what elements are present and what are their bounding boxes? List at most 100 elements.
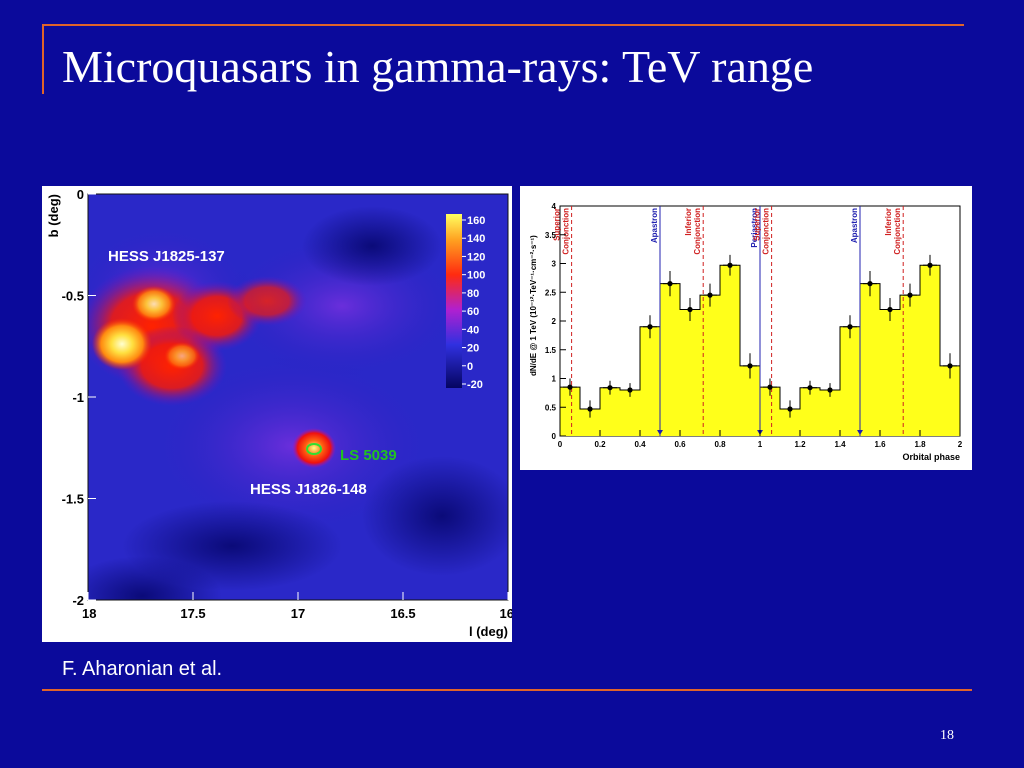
bar (580, 408, 600, 436)
y-tick-label: 0 (77, 187, 84, 202)
skymap-axes: 18 17.5 17 16.5 16 0 -0.5 -1 -1.5 -2 l (deg) b (deg… (46, 187, 514, 639)
data-point (807, 385, 813, 391)
x-tick-label: 1.8 (914, 440, 926, 449)
data-point (727, 262, 733, 268)
y-tick-label: -0.5 (62, 289, 84, 304)
y-tick-label: 0 (552, 432, 557, 441)
x-tick-label: 1.4 (834, 440, 846, 449)
y-tick-label: -1 (72, 390, 84, 405)
data-point (567, 384, 573, 390)
data-point (647, 324, 653, 330)
y-tick-label: 3 (552, 260, 557, 269)
bar (860, 283, 880, 436)
bar (720, 265, 740, 436)
x-tick-label: 16 (500, 606, 512, 621)
x-tick-label: 0.2 (594, 440, 606, 449)
x-tick-label: 18 (82, 606, 96, 621)
x-tick-label: 0.4 (634, 440, 646, 449)
y-tick-label: -2 (72, 593, 84, 608)
phase-arrow-marker (857, 430, 863, 435)
marker-superior-conjonction-label: Superior (553, 208, 562, 241)
left-rule (42, 24, 44, 94)
colorbar-tick-label: 60 (467, 306, 479, 318)
bar (840, 326, 860, 436)
data-point (767, 384, 773, 390)
ls5039-marker (306, 443, 322, 455)
marker-inferior-conjonction-label: Inferior (684, 208, 693, 236)
bar (640, 326, 660, 436)
annotation-hess-j1826-148: HESS J1826-148 (250, 481, 367, 498)
marker-inferior-conjonction-label: Conjonction (893, 208, 902, 255)
marker-inferior-conjonction-label: Conjonction (693, 208, 702, 255)
annotation-hess-j1825-137: HESS J1825-137 (108, 248, 225, 265)
phase-arrow-marker (657, 430, 663, 435)
lightcurve-panel: Superior Conjonction Apastron Inferior Conjo… (520, 186, 972, 470)
x-tick-label: 0 (558, 440, 563, 449)
x-tick-label: 0.6 (674, 440, 686, 449)
marker-inferior-conjonction-label: Inferior (884, 208, 893, 236)
y-tick-label: 1 (552, 375, 557, 384)
colorbar-tick-label: 140 (467, 233, 485, 245)
x-axis-label: Orbital phase (902, 452, 960, 462)
data-point (607, 385, 613, 391)
y-axis-label: b (deg) (46, 194, 61, 237)
bar (780, 408, 800, 436)
skymap-panel: 160 140 120 100 80 60 40 20 0 -20 18 17.5 17 16.5 16 0… (42, 186, 514, 642)
colorbar-tick-label: 0 (467, 361, 473, 373)
bar (900, 295, 920, 436)
data-point (707, 292, 713, 298)
bar (680, 309, 700, 436)
data-point (787, 406, 793, 412)
colorbar-tick-label: 80 (467, 288, 479, 300)
x-tick-label: 1.6 (874, 440, 886, 449)
data-point (867, 281, 873, 287)
top-rule (42, 24, 964, 26)
data-point (747, 363, 753, 369)
y-tick-label: 1.5 (545, 346, 557, 355)
colorbar-tick-label: 40 (467, 324, 479, 336)
marker-apastron-label: Apastron (650, 208, 659, 243)
bar (920, 265, 940, 436)
data-point (887, 306, 893, 313)
lightcurve-chart: Superior Conjonction Apastron Inferior Conjo… (529, 202, 963, 462)
y-tick-label: 4 (552, 202, 557, 211)
marker-superior-conjonction-label: Conjonction (562, 208, 571, 255)
colorbar-tick-label: 120 (467, 251, 485, 263)
bar (700, 295, 720, 436)
data-point (947, 363, 953, 369)
bar (740, 365, 760, 436)
y-tick-label: 0.5 (545, 403, 557, 412)
data-point (587, 406, 593, 412)
colorbar-tick-label: 20 (467, 343, 479, 355)
y-tick-label: 2.5 (545, 288, 557, 297)
colorbar (446, 214, 462, 388)
bar (940, 365, 960, 436)
figure-caption: F. Aharonian et al. (62, 658, 223, 680)
data-point (627, 387, 633, 393)
x-tick-label: 16.5 (390, 606, 415, 621)
x-tick-label: 1 (758, 440, 763, 449)
x-tick-label: 17 (291, 606, 305, 621)
marker-superior-conjonction-label: Superior (753, 208, 762, 241)
marker-periastron-label: Periastron (750, 208, 759, 248)
skymap-plot-area (88, 194, 508, 600)
data-point (927, 262, 933, 268)
data-point (847, 324, 853, 330)
y-tick-label: -1.5 (62, 492, 84, 507)
colorbar-tick-label: -20 (467, 379, 483, 391)
x-tick-label: 2 (958, 440, 963, 449)
bar (820, 390, 840, 436)
slide-title: Microquasars in gamma-rays: TeV range (62, 41, 814, 92)
bar (600, 387, 620, 436)
bar (760, 387, 780, 436)
skymap-annotations: HESS J1825-137 LS 5039 HESS J1826-148 (108, 248, 397, 498)
y-tick-label: 3.5 (545, 231, 557, 240)
bar (880, 309, 900, 436)
data-point (907, 292, 913, 298)
data-point (667, 281, 673, 287)
x-tick-label: 0.8 (714, 440, 726, 449)
x-tick-label: 17.5 (180, 606, 205, 621)
y-tick-label: 2 (552, 317, 557, 326)
bottom-rule (42, 689, 972, 691)
x-axis-label: l (deg) (469, 624, 508, 639)
